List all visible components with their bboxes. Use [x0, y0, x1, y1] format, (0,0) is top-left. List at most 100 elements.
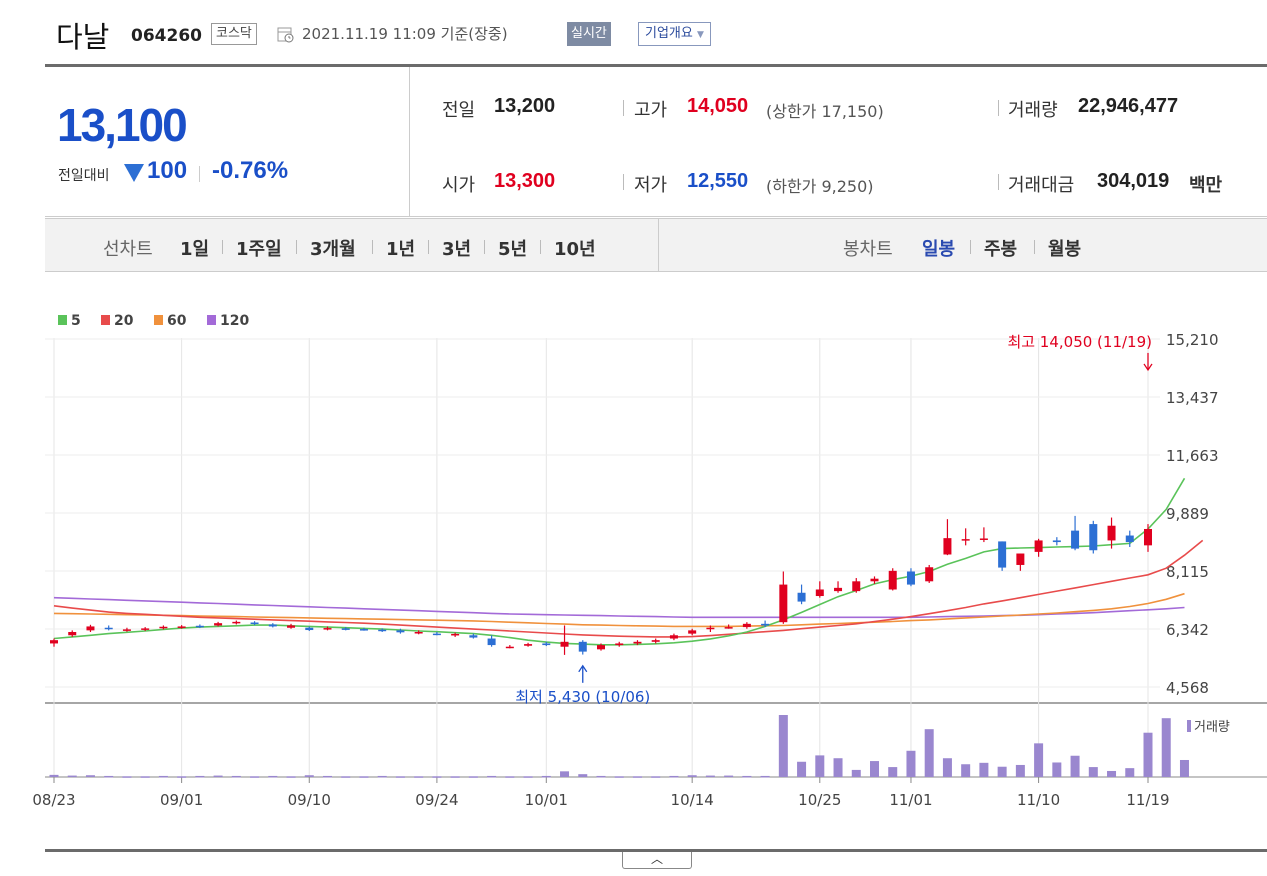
company-overview-dropdown[interactable]: 기업개요 ▼	[638, 22, 711, 46]
candle-monthly[interactable]: 월봉	[1048, 239, 1082, 260]
candle-body	[86, 626, 95, 631]
volume-bar	[250, 776, 260, 778]
divider	[199, 166, 200, 182]
candle-daily[interactable]: 일봉	[922, 239, 956, 260]
x-tick-label: 09/10	[288, 791, 331, 809]
volume-bar	[888, 767, 898, 777]
volume-bar	[1034, 743, 1044, 777]
volume-bar	[1015, 764, 1025, 777]
volume-bar	[505, 776, 515, 778]
legend-label: 120	[220, 313, 249, 329]
volume-bar	[359, 776, 369, 778]
line-chart-label: 선차트	[103, 239, 153, 260]
candle-chart-label: 봉차트	[843, 239, 893, 260]
volume-bar	[450, 776, 460, 778]
period-3y[interactable]: 3년	[442, 239, 472, 260]
volume-bar	[1088, 767, 1098, 777]
price-chart: 08/23 09/01 09/10 09/24 10/01 10/14 10/25 11/01…	[32, 313, 1267, 809]
volume-bar	[687, 775, 697, 777]
stock-code: 064260	[131, 26, 202, 46]
volume-bar	[614, 776, 624, 778]
quote-datetime: 2021.11.19 11:09 기준(장중)	[302, 25, 508, 43]
volume-bar	[815, 755, 825, 777]
y-tick-label: 4,568	[1166, 679, 1209, 697]
low-label: 저가	[634, 175, 668, 196]
volume-bar	[523, 776, 533, 778]
volume-bar	[906, 750, 916, 777]
x-tick-label: 11/19	[1126, 791, 1169, 809]
x-tick-label: 11/01	[889, 791, 932, 809]
candle-body	[451, 633, 460, 636]
collapse-button[interactable]: ︿	[622, 852, 692, 869]
period-10y[interactable]: 10년	[554, 239, 596, 260]
volume-bar	[268, 775, 278, 778]
candle-body	[651, 640, 660, 642]
volume-bar	[560, 771, 570, 777]
candle-body	[925, 567, 934, 582]
volume-bar	[578, 774, 588, 777]
candle-body	[706, 627, 715, 630]
x-tick-label: 10/14	[671, 791, 714, 809]
volume-bar	[997, 766, 1007, 777]
divider	[1034, 240, 1035, 254]
low-value: 12,550	[687, 170, 749, 192]
volume-bar	[651, 776, 661, 778]
volume-bar	[304, 775, 314, 777]
volume-bar	[961, 764, 971, 777]
volume-bar	[140, 776, 150, 778]
candle-body	[1071, 530, 1080, 549]
candle-weekly[interactable]: 주봉	[984, 239, 1018, 260]
candle-body	[998, 541, 1007, 568]
period-1y[interactable]: 1년	[386, 239, 416, 260]
legend-label: 60	[167, 313, 187, 329]
y-tick-label: 13,437	[1166, 389, 1219, 407]
divider	[970, 240, 971, 254]
candle-body	[323, 628, 332, 630]
divider	[623, 174, 624, 190]
candle-body	[359, 629, 368, 631]
divider	[658, 218, 659, 272]
candle-body	[378, 629, 387, 632]
ma5-line	[53, 477, 1186, 646]
volume-bar	[1052, 762, 1062, 777]
volume-bar	[1070, 755, 1080, 777]
period-1w[interactable]: 1주일	[236, 239, 282, 260]
candle-body	[487, 638, 496, 646]
period-5y[interactable]: 5년	[498, 239, 528, 260]
stock-name: 다날	[56, 20, 110, 54]
down-arrow-icon	[124, 164, 144, 182]
volume-bar	[596, 775, 606, 778]
caret-down-icon: ▼	[696, 30, 704, 40]
period-1d[interactable]: 1일	[180, 239, 210, 260]
candle-body	[815, 589, 824, 597]
legend-swatch	[101, 315, 110, 325]
volume-bar	[724, 775, 734, 778]
volume-bar	[742, 775, 752, 778]
candle-body	[524, 644, 533, 646]
candle-body	[852, 581, 861, 592]
volume-bar	[414, 776, 424, 778]
volume-bar	[231, 775, 241, 778]
company-overview-label: 기업개요	[645, 26, 693, 41]
candle-body	[214, 623, 223, 626]
high-label: 고가	[634, 100, 668, 121]
candle-body	[633, 641, 642, 644]
volume-bar	[323, 775, 332, 778]
candle-body	[232, 621, 241, 624]
candle-body	[1089, 524, 1098, 551]
realtime-button[interactable]: 실시간	[567, 22, 611, 46]
candle-body	[414, 631, 423, 634]
candle-body	[1125, 535, 1134, 543]
market-badge: 코스닥	[211, 23, 257, 45]
change-value: 100	[147, 157, 188, 184]
period-3m[interactable]: 3개월	[310, 239, 356, 260]
candle-body	[578, 641, 587, 652]
divider	[372, 240, 373, 254]
period-selector	[45, 218, 1267, 272]
candle-body	[597, 645, 605, 650]
candle-body	[724, 627, 733, 629]
candle-body	[979, 538, 988, 540]
high-arrow-head	[1143, 363, 1153, 372]
chevron-up-icon: ︿	[650, 852, 663, 866]
volume-bar	[158, 775, 168, 778]
